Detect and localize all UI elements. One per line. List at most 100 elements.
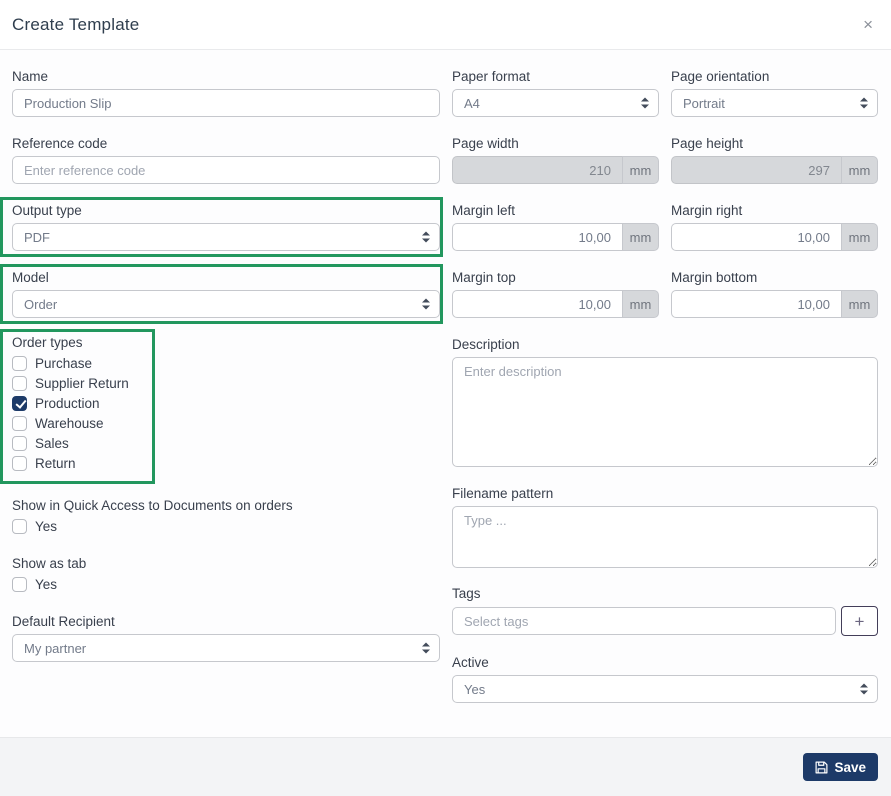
description-field-group: Description (452, 337, 878, 472)
margin-right-field-group: Margin right mm (671, 203, 878, 251)
name-input[interactable] (12, 89, 440, 117)
page-height-field-group: Page height mm (671, 136, 878, 184)
paper-format-select[interactable]: A4 (452, 89, 659, 117)
name-label: Name (12, 69, 49, 84)
model-value: Order (24, 296, 58, 312)
checkbox-icon[interactable] (12, 519, 27, 534)
default-recipient-value: My partner (24, 640, 87, 656)
margin-right-label: Margin right (671, 203, 743, 218)
page-title: Create Template (12, 14, 140, 34)
model-label: Model (12, 270, 49, 285)
quick-access-label: Show in Quick Access to Documents on ord… (12, 498, 293, 513)
checkbox-icon[interactable] (12, 395, 27, 411)
margin-top-label: Margin top (452, 270, 516, 285)
checkbox-icon[interactable] (12, 577, 27, 592)
active-select[interactable]: Yes (452, 675, 878, 703)
order-type-option-label: Return (35, 455, 76, 471)
page-orientation-label: Page orientation (671, 69, 770, 84)
select-arrows-icon (422, 231, 430, 243)
save-button-label: Save (834, 759, 866, 775)
close-icon[interactable]: × (859, 14, 877, 35)
paper-format-label: Paper format (452, 69, 531, 84)
page-orientation-select[interactable]: Portrait (671, 89, 878, 117)
description-label: Description (452, 337, 520, 352)
tags-label: Tags (452, 586, 481, 601)
model-highlight-box: Model Order (0, 264, 443, 324)
description-textarea[interactable] (452, 357, 878, 467)
filename-pattern-textarea[interactable] (452, 506, 878, 568)
filename-pattern-field-group: Filename pattern (452, 486, 878, 573)
unit-addon: mm (622, 223, 659, 251)
quick-access-field-group: Show in Quick Access to Documents on ord… (12, 498, 440, 534)
tags-input[interactable] (452, 607, 836, 635)
name-field-group: Name (12, 69, 440, 117)
unit-addon: mm (841, 156, 878, 184)
show-as-tab-yes-checkbox[interactable]: Yes (12, 577, 440, 592)
page-width-input (452, 156, 622, 184)
page-height-label: Page height (671, 136, 744, 151)
margin-left-input[interactable] (452, 223, 622, 251)
select-arrows-icon (860, 97, 868, 109)
page-width-field-group: Page width mm (452, 136, 659, 184)
order-type-checkbox-purchase[interactable]: Purchase (12, 353, 152, 373)
quick-access-yes-checkbox[interactable]: Yes (12, 519, 440, 534)
add-tag-button[interactable]: + (841, 606, 878, 636)
unit-addon: mm (841, 223, 878, 251)
save-floppy-icon (815, 761, 828, 773)
active-field-group: Active Yes (452, 655, 878, 703)
active-label: Active (452, 655, 489, 670)
margin-bottom-field-group: Margin bottom mm (671, 270, 878, 318)
save-button[interactable]: Save (803, 753, 878, 781)
order-type-checkbox-return[interactable]: Return (12, 453, 152, 473)
checkbox-icon[interactable] (12, 455, 27, 471)
page-height-input (671, 156, 841, 184)
active-value: Yes (464, 681, 486, 697)
order-type-checkbox-warehouse[interactable]: Warehouse (12, 413, 152, 433)
order-type-option-label: Production (35, 395, 100, 411)
order-type-option-label: Sales (35, 435, 69, 451)
output-type-select[interactable]: PDF (12, 223, 440, 251)
show-as-tab-yes-label: Yes (35, 577, 58, 592)
checkbox-icon[interactable] (12, 435, 27, 451)
checkbox-icon[interactable] (12, 375, 27, 391)
checkbox-icon[interactable] (12, 415, 27, 431)
margin-top-field-group: Margin top mm (452, 270, 659, 318)
select-arrows-icon (422, 298, 430, 310)
order-type-checkbox-sales[interactable]: Sales (12, 433, 152, 453)
model-select[interactable]: Order (12, 290, 440, 318)
reference-code-label: Reference code (12, 136, 108, 151)
filename-pattern-label: Filename pattern (452, 486, 554, 501)
output-type-value: PDF (24, 229, 50, 245)
output-type-label: Output type (12, 203, 82, 218)
output-type-highlight-box: Output type PDF (0, 197, 443, 257)
page-orientation-value: Portrait (683, 95, 725, 111)
order-types-highlight-box: Order types Purchase Supplier Return Pro… (0, 329, 155, 484)
left-column: Name Reference code Output type PDF Mode… (0, 50, 443, 662)
margin-left-label: Margin left (452, 203, 516, 218)
show-as-tab-field-group: Show as tab Yes (12, 556, 440, 592)
order-type-option-label: Warehouse (35, 415, 104, 431)
margin-right-input[interactable] (671, 223, 841, 251)
page-width-label: Page width (452, 136, 519, 151)
order-type-checkbox-production[interactable]: Production (12, 393, 152, 413)
order-type-option-label: Purchase (35, 355, 93, 371)
default-recipient-select[interactable]: My partner (12, 634, 440, 662)
reference-code-input[interactable] (12, 156, 440, 184)
right-column: Paper format A4 Page orientation Portrai… (452, 50, 878, 703)
checkbox-icon[interactable] (12, 355, 27, 371)
select-arrows-icon (641, 97, 649, 109)
modal-header: Create Template × (0, 0, 891, 50)
show-as-tab-label: Show as tab (12, 556, 87, 571)
paper-format-field-group: Paper format A4 (452, 69, 659, 117)
modal-footer: Save (0, 737, 891, 796)
select-arrows-icon (422, 642, 430, 654)
margin-top-input[interactable] (452, 290, 622, 318)
unit-addon: mm (622, 156, 659, 184)
order-type-option-label: Supplier Return (35, 375, 129, 391)
margin-bottom-input[interactable] (671, 290, 841, 318)
order-type-checkbox-supplier-return[interactable]: Supplier Return (12, 373, 152, 393)
page-orientation-field-group: Page orientation Portrait (671, 69, 878, 117)
quick-access-yes-label: Yes (35, 519, 58, 534)
margin-left-field-group: Margin left mm (452, 203, 659, 251)
